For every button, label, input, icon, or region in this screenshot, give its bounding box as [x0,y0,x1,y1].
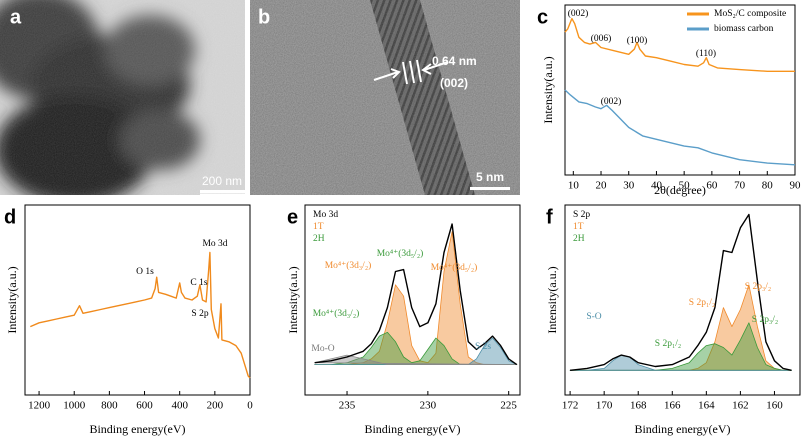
series-line [314,223,518,366]
series-line [314,354,518,365]
x-tick-label: 1200 [28,400,51,412]
annotation: S 2p₁/₂ [689,298,715,308]
x-tick-label: 235 [339,400,356,412]
annotation: (110) [696,48,716,59]
panel-label: e [287,206,298,228]
x-tick-label: 50 [679,180,691,192]
annotation: S-O [586,312,601,322]
lattice-marker [373,59,449,85]
x-tick-label: 80 [762,180,774,192]
plot-frame [564,204,801,396]
x-axis-label: Binding energy(eV) [89,422,185,436]
annotation: Mo-O [311,344,334,354]
legend-label: biomass carbon [714,24,774,34]
scale-bar-label: 200 nm [202,174,242,188]
annotation: S 2p₁/₂ [655,339,681,349]
plot-frame [304,204,521,396]
annotation: S 2p₃/₂ [745,282,771,292]
annotation: S 2p₃/₂ [752,315,778,325]
annotation: (006) [591,33,612,44]
annotation: (100) [627,35,648,46]
annotation: S 2p [191,309,208,319]
annotation: Mo⁴⁺(3d₅/₂) [377,248,424,259]
annotation: S 2s [475,342,491,352]
x-tick-label: 170 [596,400,613,412]
x-tick-label: 0 [247,400,253,412]
panel-label: a [10,6,22,28]
x-tick-label: 30 [623,180,635,192]
x-tick-label: 800 [101,400,118,412]
d-spacing-label: 0.64 nm [432,54,477,68]
series-line [564,17,795,72]
panel-label: b [258,6,270,28]
legend-label: 1T [313,222,324,232]
x-tick-label: 90 [790,180,802,192]
tem-image-b [250,0,520,195]
x-tick-label: 600 [136,400,153,412]
x-tick-label: 1000 [63,400,86,412]
x-tick-label: 225 [500,400,517,412]
y-axis-label: Intensity(a.u.) [5,266,19,333]
x-tick-label: 60 [706,180,718,192]
legend-label: 1T [573,222,584,232]
annotation: Mo 3d [202,239,227,249]
annotation: (002) [568,8,589,19]
x-tick-label: 70 [734,180,746,192]
x-tick-label: 20 [596,180,608,192]
plane-label: (002) [440,76,468,90]
x-tick-label: 10 [568,180,580,192]
y-axis-label: Intensity(a.u.) [545,266,559,333]
legend-label: 2H [313,234,325,244]
series-line [564,89,796,166]
panel-label: c [537,6,548,28]
x-axis-label: Binding energy(eV) [364,422,460,436]
x-tick-label: 172 [562,400,579,412]
series-line [570,213,792,371]
legend-label: Mo 3d [313,210,338,220]
annotation: Mo⁴⁺(3d₅/₂) [431,262,478,273]
series-line [30,251,251,379]
panel-label: f [546,206,553,228]
x-tick-label: 40 [651,180,663,192]
annotation: Mo⁴⁺(3d₃/₂) [325,260,372,271]
x-axis-label: 2θ(degree) [654,183,706,197]
legend-label: 2H [573,234,585,244]
x-tick-label: 162 [732,400,749,412]
x-tick-label: 166 [664,400,681,412]
annotation: O 1s [136,267,154,277]
x-axis-label: Binding energy(eV) [634,422,730,436]
plot-frame [24,204,251,396]
panel-label: d [4,206,16,228]
x-tick-label: 168 [630,400,647,412]
y-axis-label: Intensity(a.u.) [286,266,300,333]
annotation: Mo⁴⁺(3d₃/₂) [313,308,360,319]
y-axis-label: Intensity(a.u.) [541,56,555,123]
x-tick-label: 160 [766,400,783,412]
annotation: (002) [601,96,622,107]
x-tick-label: 400 [171,400,188,412]
tem-image-a [0,0,245,195]
legend-label: S 2p [573,210,590,220]
x-tick-label: 164 [698,400,715,412]
x-tick-label: 230 [420,400,437,412]
annotation: C 1s [190,278,207,288]
scale-bar-label: 5 nm [476,170,504,184]
x-tick-label: 200 [207,400,224,412]
legend-label: MoS₂/C composite [714,9,786,19]
